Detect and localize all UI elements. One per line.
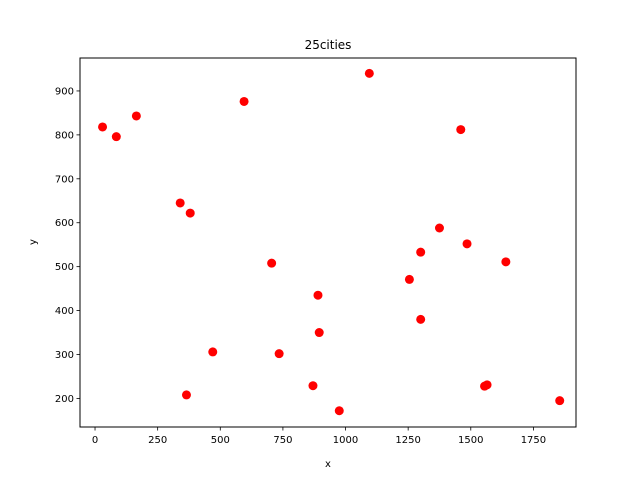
data-point	[185, 208, 195, 218]
data-point	[208, 347, 218, 357]
data-point	[404, 274, 414, 284]
data-point	[267, 258, 277, 268]
data-point	[314, 328, 324, 338]
y-axis-label: y	[28, 239, 39, 245]
data-point	[181, 390, 191, 400]
data-point	[98, 122, 108, 132]
data-point	[313, 290, 323, 300]
data-point	[364, 68, 374, 78]
data-point	[111, 132, 121, 142]
data-point	[131, 111, 141, 121]
y-tick-label: 600	[55, 218, 74, 229]
y-tick-label: 800	[55, 130, 74, 141]
x-tick-label: 750	[273, 435, 292, 446]
x-tick-label: 500	[211, 435, 230, 446]
axis-ticks: 0 250 500 750 1000 1250 1500 1750 200 300 400 500 60…	[55, 86, 546, 446]
y-tick-label: 300	[55, 350, 74, 361]
x-axis-label: x	[325, 459, 331, 470]
x-tick-label: 0	[92, 435, 98, 446]
data-point	[555, 396, 565, 406]
data-point	[482, 380, 492, 390]
x-tick-label: 1750	[521, 435, 546, 446]
y-tick-label: 500	[55, 262, 74, 273]
y-tick-label: 700	[55, 174, 74, 185]
y-tick-label: 400	[55, 306, 74, 317]
data-point	[501, 257, 511, 267]
chart-title: 25cities	[305, 38, 352, 52]
data-point	[274, 349, 284, 359]
y-tick-label: 900	[55, 86, 74, 97]
x-tick-label: 1500	[458, 435, 483, 446]
plot-frame	[79, 57, 577, 428]
data-point	[308, 381, 318, 391]
data-point	[456, 125, 466, 135]
data-point	[416, 314, 426, 324]
data-point	[434, 223, 444, 233]
data-points	[98, 68, 565, 416]
data-point	[462, 239, 472, 249]
data-point	[239, 96, 249, 106]
x-tick-label: 250	[148, 435, 167, 446]
x-tick-label: 1250	[395, 435, 420, 446]
x-tick-label: 1000	[333, 435, 358, 446]
data-point	[175, 198, 185, 208]
data-point	[416, 247, 426, 257]
data-point	[334, 406, 344, 416]
y-tick-label: 200	[55, 394, 74, 405]
